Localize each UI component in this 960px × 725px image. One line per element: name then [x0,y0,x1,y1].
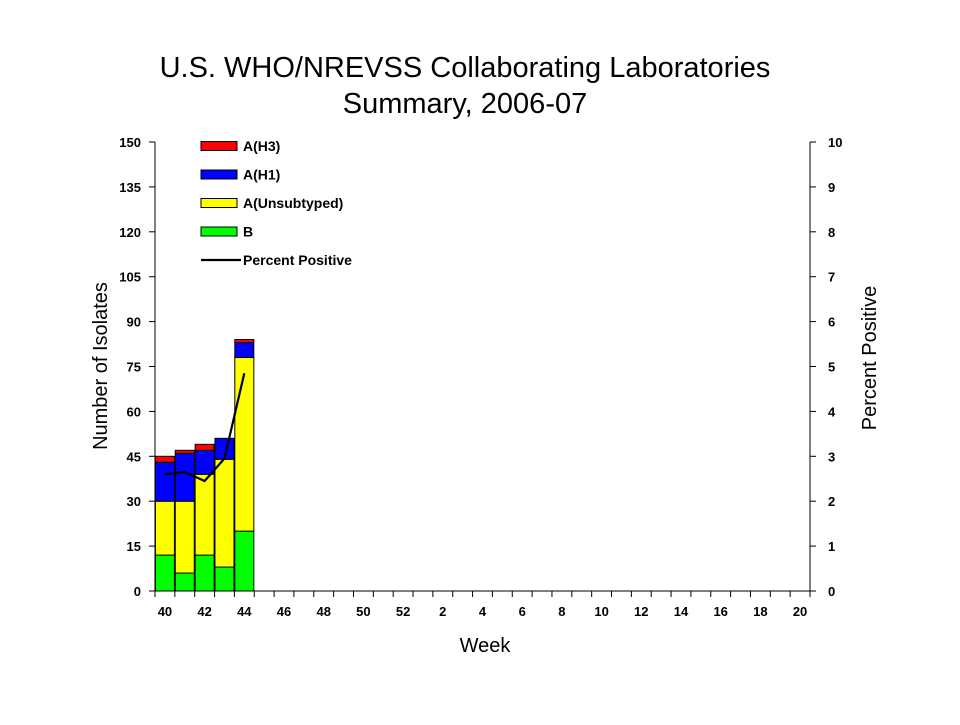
y2-tick-label: 2 [828,494,835,509]
x-tick-label: 14 [674,604,689,619]
x-tick-label: 16 [713,604,727,619]
bar-b [234,530,255,592]
x-tick-label: 12 [634,604,648,619]
bar-b [214,566,235,592]
bar-a-h1 [194,449,215,475]
bar-a-h3 [154,455,175,463]
y-tick-label: 90 [127,315,141,330]
y2-tick-label: 4 [828,404,836,419]
chart-title: U.S. WHO/NREVSS Collaborating Laboratori… [160,52,771,84]
bar-a-h3 [194,443,215,451]
x-tick-label: 46 [277,604,291,619]
legend-label-percent-positive: Percent Positive [243,252,352,268]
bar-a-h3 [174,449,195,454]
x-tick-label: 44 [237,604,252,619]
bar-a-h1 [174,452,195,502]
x-tick-label: 20 [793,604,807,619]
bar-a-unsubtyped [194,473,215,556]
chart-subtitle: Summary, 2006-07 [343,88,587,120]
bar-a-unsubtyped [154,500,175,556]
bar-a-unsubtyped [214,458,235,568]
bar-b [194,554,215,592]
y-tick-label: 150 [119,135,141,150]
legend-label-a-unsubtyped: A(Unsubtyped) [243,195,343,211]
y-tick-label: 135 [119,180,141,195]
legend-swatch-b [200,226,238,237]
x-tick-label: 4 [479,604,487,619]
y2-axis-label: Percent Positive [859,286,881,431]
x-tick-label: 48 [316,604,330,619]
bar-a-h1 [234,342,255,359]
bar-b [174,572,195,592]
y-tick-label: 120 [119,225,141,240]
x-axis-label: Week [460,635,512,657]
y2-tick-label: 8 [828,225,835,240]
y2-tick-label: 0 [828,584,835,599]
y-axis-label: Number of Isolates [90,282,112,450]
legend-label-a-h1: A(H1) [243,167,280,183]
x-tick-label: 42 [197,604,211,619]
y2-tick-label: 6 [828,315,835,330]
y2-tick-label: 5 [828,360,835,375]
y-tick-label: 0 [134,584,141,599]
y-tick-label: 45 [127,449,141,464]
x-tick-label: 52 [396,604,410,619]
legend-swatch-a-unsubtyped [200,198,238,208]
x-tick-label: 8 [558,604,565,619]
y-tick-label: 75 [127,360,141,375]
y-tick-label: 60 [127,404,141,419]
bar-b [154,554,175,592]
x-tick-label: 18 [753,604,767,619]
y2-tick-label: 7 [828,270,835,285]
legend-label-a-h3: A(H3) [243,138,280,154]
y-tick-label: 105 [119,270,141,285]
legend-label-b: B [243,224,253,240]
y-tick-label: 30 [127,494,141,509]
x-tick-label: 40 [158,604,172,619]
legend-swatch-a-h1 [200,169,238,180]
y-tick-label: 15 [127,539,141,554]
bar-a-h3 [234,339,255,344]
legend-swatch-a-h3 [200,141,238,151]
x-tick-label: 6 [519,604,526,619]
y2-tick-label: 10 [828,135,842,150]
bar-a-unsubtyped [174,500,195,574]
legend: A(H3) A(H1) A(Unsubtyped) B Percent Positive [200,138,352,268]
y2-tick-label: 1 [828,539,835,554]
y2-tick-label: 9 [828,180,835,195]
bar-a-unsubtyped [234,357,255,532]
bar-a-h1 [154,461,175,502]
x-tick-label: 2 [439,604,446,619]
x-tick-label: 10 [594,604,608,619]
y2-tick-label: 3 [828,449,835,464]
x-tick-label: 50 [356,604,370,619]
percent-positive-line [164,372,246,483]
